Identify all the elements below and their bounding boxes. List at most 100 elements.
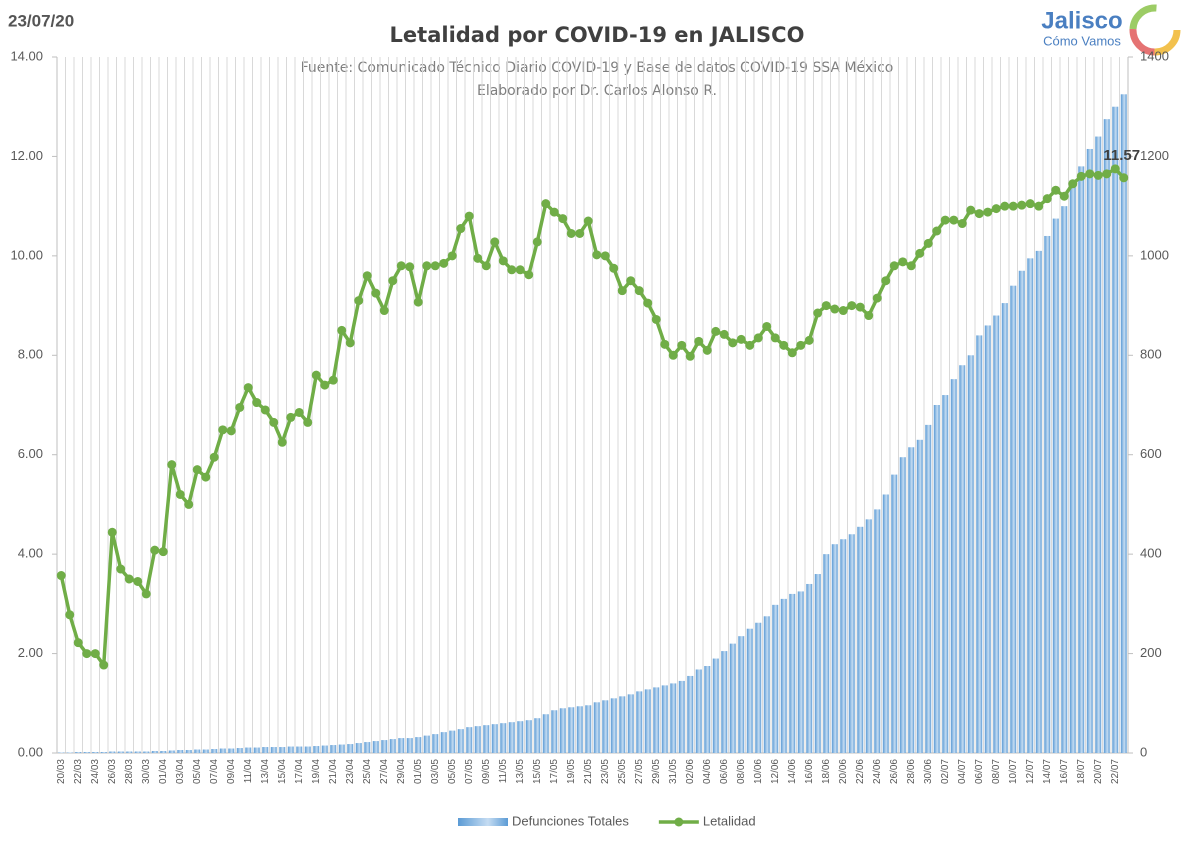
logo: Jalisco Cómo Vamos <box>1041 4 1181 56</box>
bar <box>636 691 643 753</box>
y2-tick-label: 0 <box>1140 744 1147 759</box>
x-tick-label: 23/05 <box>600 759 611 784</box>
marker <box>634 286 644 296</box>
bar <box>517 721 524 753</box>
marker <box>702 345 712 355</box>
subtitle: Elaborado por Dr. Carlos Alonso R. <box>477 83 717 99</box>
bar <box>899 457 906 753</box>
bar <box>644 689 651 753</box>
bar <box>1120 94 1127 754</box>
x-tick-label: 14/06 <box>787 759 798 784</box>
legend-swatch <box>458 818 508 826</box>
marker <box>439 258 449 268</box>
marker <box>473 253 483 263</box>
bar <box>848 534 855 753</box>
bar <box>466 727 473 753</box>
bar <box>296 746 303 753</box>
marker <box>779 340 789 350</box>
x-tick-label: 15/04 <box>277 759 288 784</box>
bar <box>389 739 396 753</box>
bar <box>755 622 762 753</box>
bar <box>874 509 881 753</box>
marker <box>549 207 559 217</box>
x-tick-label: 07/04 <box>209 759 220 784</box>
marker <box>660 339 670 349</box>
bar <box>780 598 787 753</box>
marker <box>762 321 772 331</box>
bar <box>423 735 430 753</box>
y-tick-label: 2.00 <box>18 645 43 660</box>
marker <box>371 288 381 298</box>
bar <box>585 705 592 753</box>
marker <box>821 301 831 311</box>
x-tick-label: 10/07 <box>1008 759 1019 784</box>
bar <box>908 447 915 753</box>
logo-subtext: Cómo Vamos <box>1043 33 1121 48</box>
bar <box>814 574 821 753</box>
bar <box>143 751 150 753</box>
x-tick-label: 29/05 <box>651 759 662 784</box>
marker <box>651 314 661 324</box>
bar <box>321 745 328 753</box>
marker <box>277 437 287 447</box>
bar <box>160 751 167 753</box>
x-tick-label: 23/04 <box>345 759 356 784</box>
x-tick-label: 28/03 <box>124 759 135 784</box>
bar <box>1035 250 1042 753</box>
marker <box>796 340 806 350</box>
y-tick-label: 10.00 <box>10 247 43 262</box>
bar <box>1018 270 1025 753</box>
marker <box>719 329 729 339</box>
bar <box>398 738 405 753</box>
bar <box>168 750 175 753</box>
marker <box>1059 191 1069 201</box>
bar <box>806 583 813 753</box>
bar <box>236 748 243 753</box>
bar <box>695 669 702 753</box>
x-tick-label: 01/04 <box>158 759 169 784</box>
x-tick-label: 21/05 <box>583 759 594 784</box>
bar <box>185 750 192 753</box>
x-tick-label: 04/07 <box>957 759 968 784</box>
x-tick-label: 28/06 <box>906 759 917 784</box>
bar <box>721 651 728 753</box>
marker <box>1085 169 1095 179</box>
bar <box>738 636 745 753</box>
bar <box>262 747 269 753</box>
marker <box>175 489 185 499</box>
marker <box>507 265 517 275</box>
y-tick-label: 4.00 <box>18 546 43 561</box>
bar <box>202 749 209 753</box>
marker <box>575 228 585 238</box>
bar <box>415 737 422 753</box>
x-tick-label: 20/03 <box>56 759 67 784</box>
bar <box>347 744 354 753</box>
marker <box>991 204 1001 214</box>
bar <box>1052 218 1059 754</box>
x-tick-label: 26/03 <box>107 759 118 784</box>
x-tick-label: 29/04 <box>396 759 407 784</box>
bar <box>1069 186 1076 753</box>
x-tick-label: 16/07 <box>1059 759 1070 784</box>
marker <box>124 574 134 584</box>
x-tick-label: 01/05 <box>413 759 424 784</box>
y-tick-label: 12.00 <box>10 148 43 163</box>
marker <box>1008 201 1018 211</box>
bar <box>653 687 660 753</box>
marker <box>685 351 695 361</box>
marker <box>1017 200 1027 210</box>
x-tick-label: 25/04 <box>362 759 373 784</box>
bar <box>772 604 779 753</box>
bar <box>1001 303 1008 753</box>
marker <box>252 398 262 408</box>
bar <box>551 710 558 753</box>
x-tick-label: 06/07 <box>974 759 985 784</box>
marker <box>940 215 950 225</box>
marker <box>524 270 534 280</box>
x-tick-label: 25/05 <box>617 759 628 784</box>
x-tick-label: 09/04 <box>226 759 237 784</box>
x-tick-label: 18/06 <box>821 759 832 784</box>
marker <box>915 248 925 258</box>
marker <box>881 276 891 286</box>
marker <box>133 576 143 586</box>
